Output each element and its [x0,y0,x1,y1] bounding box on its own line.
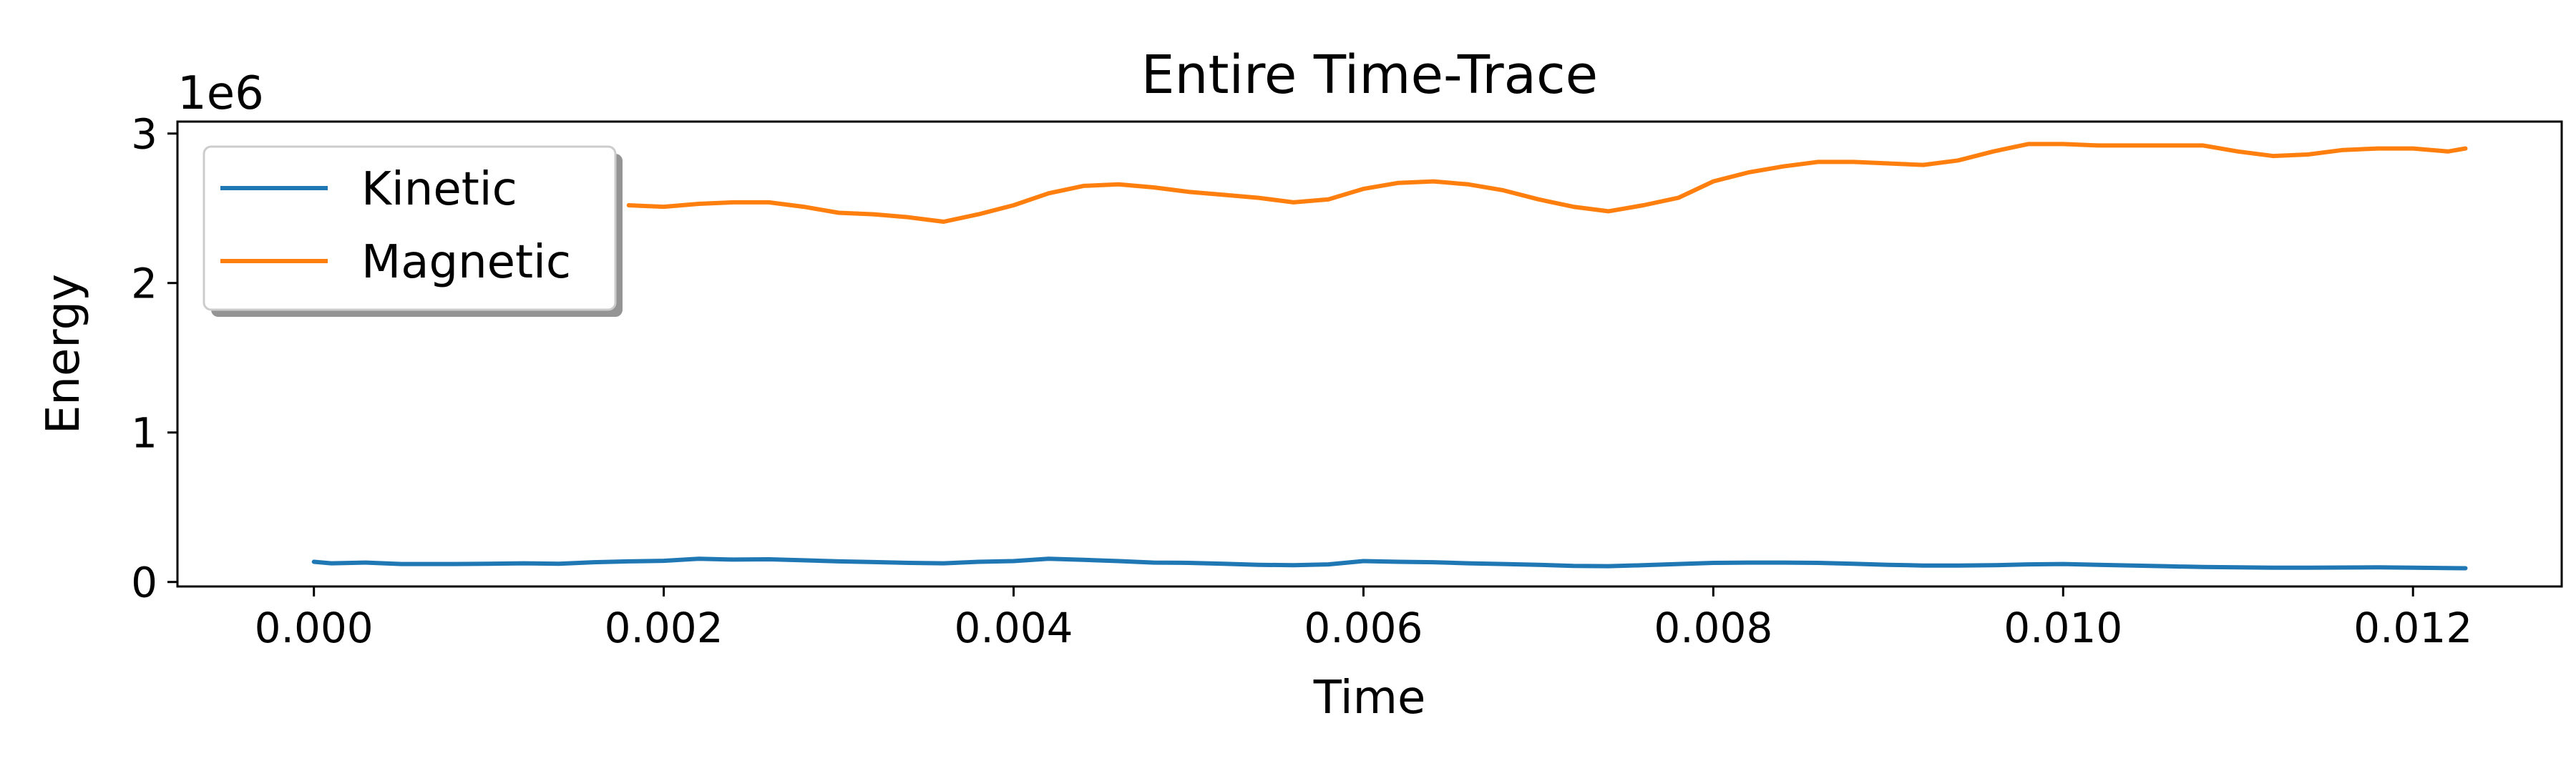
series-layer [311,142,2468,571]
y-tick-label: 3 [131,110,157,159]
plot-frame [176,120,2563,588]
legend-label-magnetic: Magnetic [361,236,571,289]
x-tick-label: 0.010 [2004,604,2122,652]
x-axis: 0.000 0.002 0.004 0.006 0.008 0.010 0.012 [255,586,2472,652]
y-tick-label: 1 [131,409,157,458]
legend-label-kinetic: Kinetic [361,163,517,216]
x-tick-label: 0.004 [954,604,1073,652]
x-tick-label: 0.006 [1304,604,1423,652]
x-tick-label: 0.008 [1654,604,1772,652]
legend: Kinetic Magnetic [203,145,623,317]
y-tick-label: 2 [131,260,157,308]
y-axis-label: Energy [37,274,90,434]
series-line-magnetic [626,142,2468,224]
x-tick-label: 0.000 [255,604,374,652]
y-axis: 0 1 2 3 [131,110,177,607]
x-tick-label: 0.012 [2353,604,2472,652]
chart-title: Entire Time-Trace [1141,44,1598,106]
y-axis-offset-label: 1e6 [177,67,264,120]
y-tick-label: 0 [131,559,157,607]
series-line-kinetic [311,556,2468,571]
x-axis-label: Time [1313,672,1426,725]
x-tick-label: 0.002 [605,604,723,652]
